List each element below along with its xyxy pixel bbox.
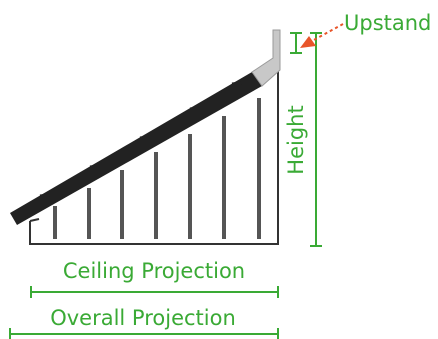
roof-tile-ridge-2 bbox=[89, 163, 109, 169]
roof-tiles bbox=[10, 72, 262, 225]
roof-tile-ridge-5 bbox=[231, 80, 251, 86]
overall-projection-label: Overall Projection bbox=[50, 306, 236, 330]
upstand-dimension bbox=[290, 32, 302, 54]
height-dimension bbox=[310, 32, 322, 247]
roof-tile-ridge-3 bbox=[139, 134, 159, 140]
upstand-flashing-shape bbox=[251, 29, 281, 87]
upstand-flashing bbox=[251, 29, 281, 87]
ceiling-outline bbox=[29, 64, 279, 245]
upstand-label: Upstand bbox=[344, 11, 431, 35]
height-label: Height bbox=[284, 105, 308, 174]
roof-tile-ridge-4 bbox=[189, 105, 209, 111]
ceiling-projection-label: Ceiling Projection bbox=[63, 259, 245, 283]
rafters bbox=[53, 98, 261, 239]
roof-tile-ridge-1 bbox=[39, 192, 59, 198]
upstand-arrow-head bbox=[300, 36, 316, 48]
roof-slope bbox=[10, 72, 262, 225]
ceiling-projection-dimension bbox=[30, 286, 279, 298]
ceiling-frame bbox=[29, 64, 279, 245]
frame-left-edge bbox=[29, 218, 40, 222]
overall-projection-dimension bbox=[9, 328, 279, 339]
upstand-pointer bbox=[300, 23, 344, 48]
